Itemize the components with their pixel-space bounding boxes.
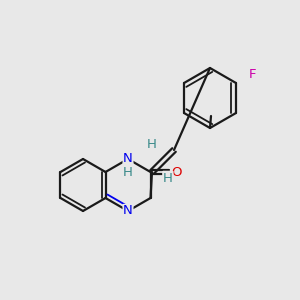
Text: N: N	[123, 205, 133, 218]
Text: H: H	[163, 172, 173, 184]
Text: O: O	[171, 166, 182, 178]
Text: H: H	[123, 166, 133, 178]
Text: F: F	[248, 68, 256, 80]
Text: H: H	[147, 137, 157, 151]
Text: N: N	[123, 152, 133, 166]
Text: H: H	[163, 172, 173, 184]
Text: F: F	[248, 68, 256, 80]
Text: H: H	[147, 137, 157, 151]
